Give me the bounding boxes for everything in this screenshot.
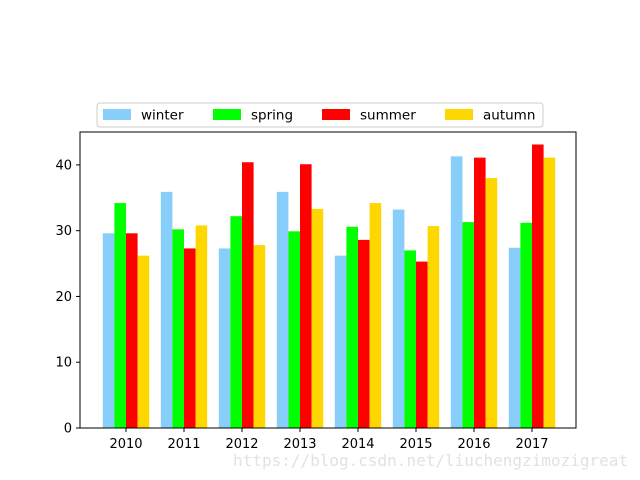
legend-label-summer: summer <box>360 108 416 124</box>
y-tick-label: 20 <box>55 290 72 305</box>
bar-spring-2014 <box>346 226 358 428</box>
legend-box <box>96 102 544 128</box>
bar-winter-2011 <box>160 191 173 428</box>
bar-summer-2012 <box>242 162 254 428</box>
x-tick-label: 2010 <box>109 437 142 452</box>
bar-autumn-2017 <box>543 157 556 428</box>
bar-spring-2013 <box>288 231 300 428</box>
bar-summer-2014 <box>358 239 370 428</box>
x-tick-label: 2015 <box>399 437 432 452</box>
y-tick-label: 10 <box>55 356 72 371</box>
bar-autumn-2016 <box>485 178 498 428</box>
legend-label-winter: winter <box>141 108 184 124</box>
bar-summer-2017 <box>532 144 544 428</box>
plot-frame <box>79 131 577 429</box>
legend: winter spring summer autumn <box>96 102 544 128</box>
bar-winter-2012 <box>218 248 231 428</box>
bar-spring-2012 <box>230 216 242 428</box>
bar-summer-2016 <box>474 157 486 428</box>
y-axis: 0 10 20 30 40 <box>55 158 80 437</box>
bar-autumn-2014 <box>369 203 382 428</box>
bar-winter-2010 <box>102 233 115 428</box>
y-tick-label: 0 <box>64 422 72 437</box>
x-tick-label: 2011 <box>167 437 200 452</box>
bar-summer-2010 <box>126 233 138 428</box>
legend-swatch-winter <box>103 109 131 120</box>
bar-winter-2013 <box>276 191 289 428</box>
bar-spring-2016 <box>462 222 474 428</box>
bar-summer-2011 <box>184 248 196 428</box>
bar-spring-2017 <box>520 222 532 428</box>
bar-spring-2010 <box>114 203 126 428</box>
bar-autumn-2012 <box>253 245 266 428</box>
bars-group <box>102 144 556 429</box>
y-tick-label: 30 <box>55 224 72 239</box>
bar-winter-2014 <box>334 255 347 428</box>
bar-winter-2017 <box>508 247 521 428</box>
legend-swatch-summer <box>322 109 350 120</box>
y-tick-label: 40 <box>55 158 72 173</box>
bar-summer-2015 <box>416 261 428 428</box>
x-tick-label: 2014 <box>341 437 374 452</box>
bar-winter-2016 <box>450 156 463 428</box>
legend-label-spring: spring <box>251 108 293 124</box>
bar-autumn-2015 <box>427 226 440 428</box>
watermark: https://blog.csdn.net/liuchengzimozigrea… <box>233 451 628 470</box>
bar-autumn-2010 <box>137 255 150 428</box>
legend-swatch-spring <box>213 109 241 120</box>
legend-swatch-autumn <box>445 109 473 120</box>
bar-autumn-2013 <box>311 208 324 428</box>
x-tick-label: 2013 <box>283 437 316 452</box>
legend-label-autumn: autumn <box>483 108 535 124</box>
bar-summer-2013 <box>300 164 312 429</box>
bar-spring-2011 <box>172 229 184 428</box>
x-tick-label: 2017 <box>515 437 548 452</box>
bar-winter-2015 <box>392 209 405 428</box>
bar-spring-2015 <box>404 250 416 428</box>
x-tick-label: 2016 <box>457 437 490 452</box>
x-axis: 2010 2011 2012 2013 2014 2015 2016 2017 <box>109 428 549 452</box>
x-tick-label: 2012 <box>225 437 258 452</box>
bar-autumn-2011 <box>195 225 208 428</box>
